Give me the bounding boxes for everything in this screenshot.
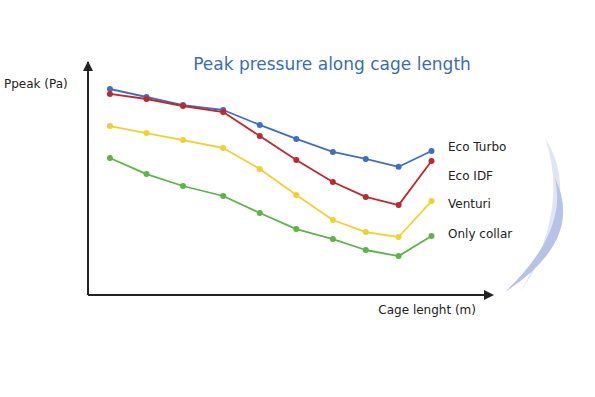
x-axis — [88, 294, 490, 296]
legend-entry: Eco Turbo — [448, 140, 506, 154]
point — [363, 247, 369, 253]
point — [107, 155, 113, 161]
point — [107, 123, 113, 129]
x-axis-label: Cage lenght (m) — [378, 303, 476, 317]
y-axis-arrow — [83, 61, 93, 71]
point — [429, 148, 435, 154]
point — [396, 164, 402, 170]
point — [257, 122, 263, 128]
point — [396, 202, 402, 208]
point — [330, 236, 336, 242]
point — [429, 158, 435, 164]
point — [180, 183, 186, 189]
point — [143, 171, 149, 177]
point — [220, 109, 226, 115]
series-line — [110, 94, 432, 205]
point — [330, 149, 336, 155]
point — [396, 253, 402, 259]
title: Peak pressure along cage length — [193, 54, 471, 74]
point — [220, 145, 226, 151]
point — [143, 96, 149, 102]
point — [293, 192, 299, 198]
decoration — [505, 178, 563, 292]
decoration — [520, 138, 560, 292]
y-axis — [87, 62, 89, 295]
point — [363, 229, 369, 235]
point — [107, 91, 113, 97]
point — [143, 130, 149, 136]
legend-entry: Eco IDF — [448, 169, 493, 183]
plot-area — [107, 86, 435, 259]
point — [257, 133, 263, 139]
point — [180, 103, 186, 109]
y-axis-label: Ppeak (Pa) — [4, 77, 68, 91]
point — [257, 166, 263, 172]
point — [330, 179, 336, 185]
point — [429, 233, 435, 239]
series-line — [110, 158, 432, 256]
series-line — [110, 126, 432, 237]
point — [363, 156, 369, 162]
point — [180, 137, 186, 143]
legend-entry: Venturi — [448, 197, 491, 211]
chart: Peak pressure along cage length Ppeak (Pa… — [0, 0, 595, 397]
x-axis-arrow — [484, 290, 494, 300]
point — [330, 217, 336, 223]
point — [293, 226, 299, 232]
point — [293, 157, 299, 163]
point — [180, 102, 186, 108]
point — [396, 234, 402, 240]
point — [429, 198, 435, 204]
point — [257, 210, 263, 216]
point — [363, 194, 369, 200]
point — [293, 136, 299, 142]
point — [220, 193, 226, 199]
legend-entry: Only collar — [448, 227, 512, 241]
